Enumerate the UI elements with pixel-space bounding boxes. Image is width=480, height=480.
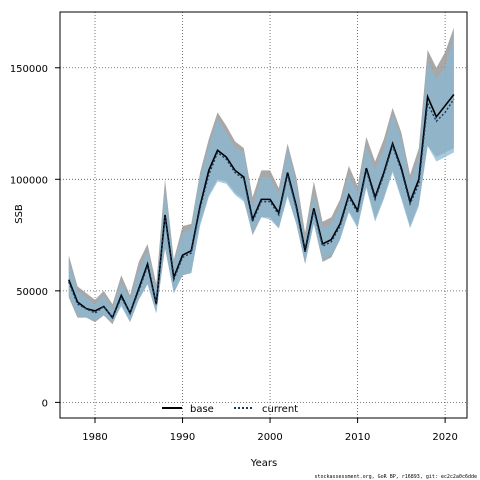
x-axis-ticks: 1980 1990 2000 2010 2020	[82, 418, 458, 443]
plot-frame	[59, 11, 468, 419]
x-tick-label: 1980	[82, 432, 107, 443]
legend-current-label: current	[262, 404, 298, 415]
line-current	[68, 98, 455, 319]
band-current	[68, 34, 454, 323]
y-tick-label: 100000	[10, 175, 48, 186]
x-tick-label: 2000	[257, 432, 282, 443]
x-tick-label: 1990	[170, 432, 195, 443]
x-axis-label: Years	[250, 458, 277, 469]
footer-credit: stockassessment.org, GoR BP, r16893, git…	[314, 474, 477, 480]
y-tick-label: 0	[42, 398, 48, 409]
confidence-bands	[68, 27, 454, 325]
legend-base-label: base	[190, 404, 214, 415]
legend: base current	[162, 404, 298, 415]
y-tick-label: 50000	[16, 287, 48, 298]
band-base	[68, 27, 454, 325]
x-tick-label: 2020	[432, 432, 457, 443]
x-tick-label: 2010	[345, 432, 370, 443]
y-axis-label: SSB	[14, 204, 25, 224]
y-tick-label: 150000	[10, 64, 48, 75]
y-axis-ticks: 0 50000 100000 150000	[10, 64, 60, 409]
series-lines	[68, 93, 455, 320]
